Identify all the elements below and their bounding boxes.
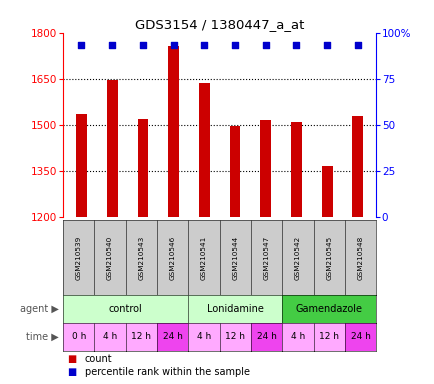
Text: ■: ■ [67,367,76,377]
Text: percentile rank within the sample: percentile rank within the sample [85,367,249,377]
Text: Gamendazole: Gamendazole [295,304,362,314]
Text: 12 h: 12 h [319,333,339,341]
Text: 24 h: 24 h [256,333,276,341]
Point [108,42,115,48]
Text: agent ▶: agent ▶ [20,304,59,314]
Text: time ▶: time ▶ [26,332,59,342]
Bar [76,114,87,217]
Text: ■: ■ [67,354,76,364]
Point [139,42,146,48]
Bar [229,126,240,217]
Point [78,42,85,48]
Point [201,42,207,48]
Text: GSM210544: GSM210544 [232,235,238,280]
Bar [352,116,362,217]
Bar [168,46,178,217]
Text: GSM210547: GSM210547 [263,235,269,280]
Bar [321,166,332,217]
Point [323,42,330,48]
Bar [107,80,117,217]
Text: GSM210542: GSM210542 [294,235,300,280]
Text: GSM210539: GSM210539 [76,235,82,280]
Text: 12 h: 12 h [131,333,151,341]
Bar [198,83,209,217]
Text: control: control [108,304,142,314]
Text: Lonidamine: Lonidamine [207,304,263,314]
Text: GSM210545: GSM210545 [326,235,332,280]
Text: GSM210548: GSM210548 [357,235,363,280]
Text: GSM210541: GSM210541 [201,235,207,280]
Point [170,42,177,48]
Point [262,42,269,48]
Text: 4 h: 4 h [103,333,117,341]
Text: GSM210540: GSM210540 [107,235,113,280]
Point [231,42,238,48]
Text: GSM210546: GSM210546 [169,235,175,280]
Bar [260,120,270,217]
Text: 4 h: 4 h [197,333,210,341]
Bar [137,119,148,217]
Text: GSM210543: GSM210543 [138,235,144,280]
Text: 0 h: 0 h [71,333,86,341]
Title: GDS3154 / 1380447_a_at: GDS3154 / 1380447_a_at [135,18,304,31]
Text: count: count [85,354,112,364]
Text: 4 h: 4 h [290,333,304,341]
Text: 24 h: 24 h [162,333,182,341]
Bar [290,122,301,217]
Point [292,42,299,48]
Text: 12 h: 12 h [225,333,245,341]
Point [354,42,361,48]
Text: 24 h: 24 h [350,333,370,341]
